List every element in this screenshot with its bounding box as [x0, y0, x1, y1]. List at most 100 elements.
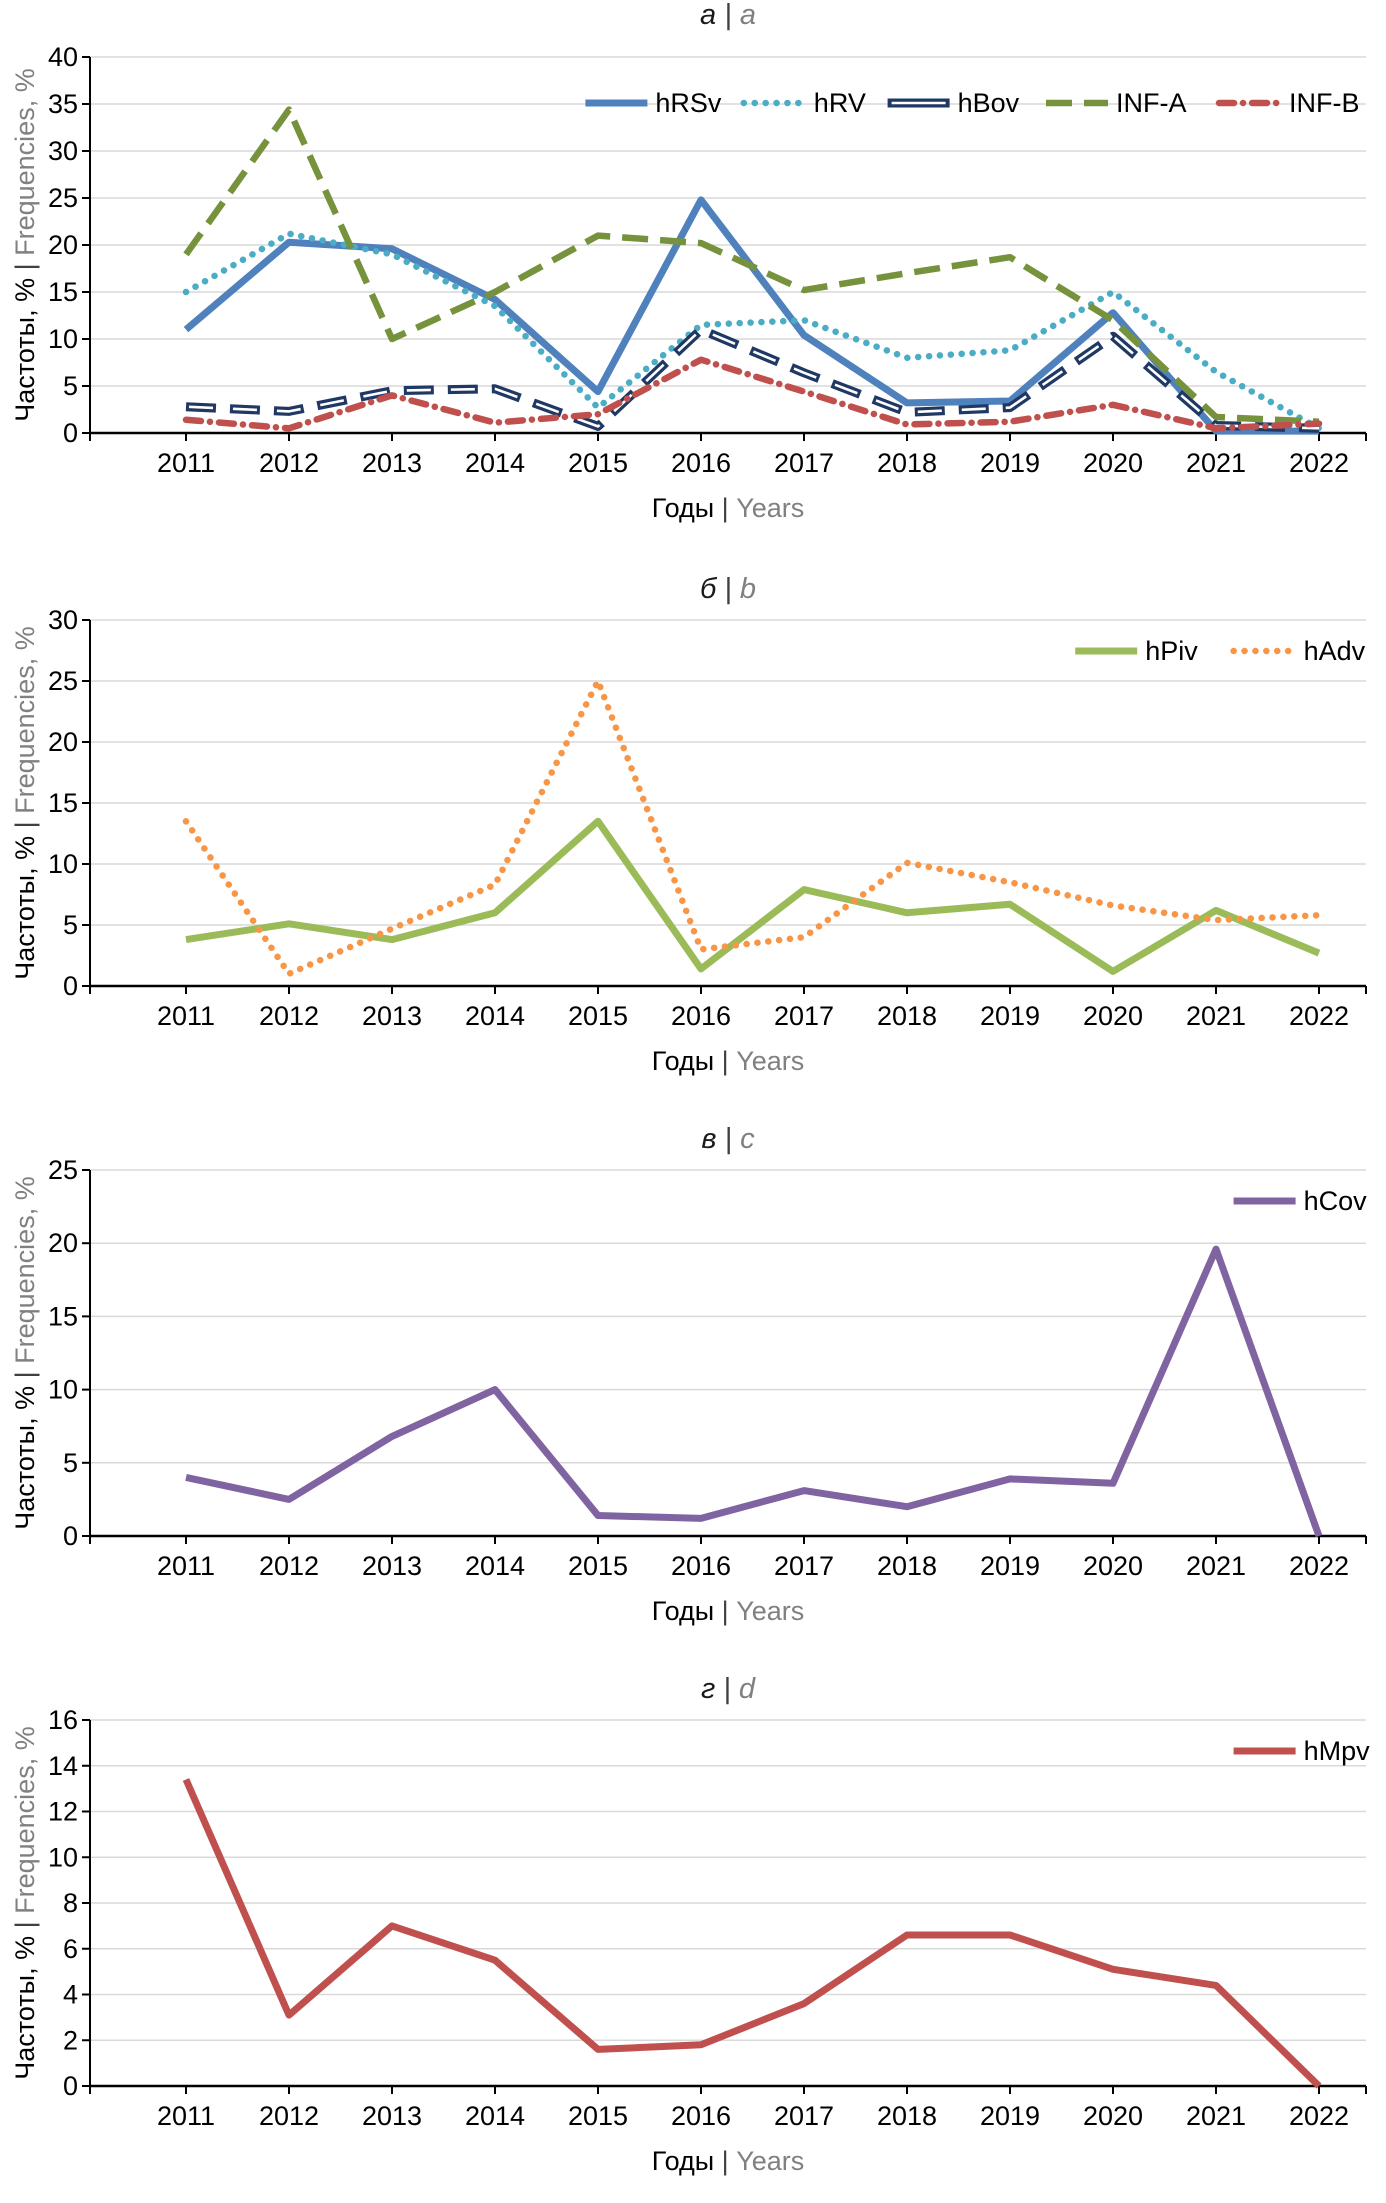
x-tick-label-2017: 2017: [774, 2101, 834, 2131]
y-axis-title: Частоты, % | Frequencies, %: [10, 1726, 40, 2079]
series-hAdv-line: [182, 677, 1323, 978]
chart-panel-b: б | b 0 5 10 15 20 25 30 2011 2012 2013 2014 2015 201…: [0, 550, 1386, 1100]
x-tick-label-2012: 2012: [259, 2101, 319, 2131]
x-tick-label-2021: 2021: [1186, 448, 1246, 478]
x-tick-label-2016: 2016: [671, 1001, 731, 1031]
y-axis-title: Частоты, % | Frequencies, %: [10, 1176, 40, 1529]
y-tick-label-4: 4: [63, 1980, 78, 2010]
x-tick-label-2016: 2016: [671, 2101, 731, 2131]
legend-label-hRV: hRV: [814, 88, 866, 118]
y-tick-label-16: 16: [48, 1705, 78, 1735]
x-tick-label-2020: 2020: [1083, 2101, 1143, 2131]
y-tick-label-0: 0: [63, 1521, 78, 1551]
x-tick-label-2013: 2013: [362, 448, 422, 478]
y-tick-label-20: 20: [48, 1228, 78, 1258]
y-tick-label-14: 14: [48, 1751, 78, 1781]
legend-label-hBov: hBov: [958, 88, 1020, 118]
legend-label-hRSv: hRSv: [655, 88, 722, 118]
x-axis-title: Годы | Years: [652, 2146, 805, 2176]
x-tick-label-2021: 2021: [1186, 1001, 1246, 1031]
chart-d-title: г | d: [701, 1673, 756, 1705]
legend-item-INF-B: INF-B: [1215, 88, 1360, 118]
x-tick-label-2017: 2017: [774, 448, 834, 478]
x-tick-label-2017: 2017: [774, 1001, 834, 1031]
y-tick-label-6: 6: [63, 1934, 78, 1964]
x-tick-label-2016: 2016: [671, 1551, 731, 1581]
legend-item-hMpv: hMpv: [1233, 1736, 1371, 1766]
series-hPiv-line: [185, 817, 1321, 975]
y-tick-label-25: 25: [48, 1155, 78, 1185]
legend-item-hCov: hCov: [1233, 1186, 1368, 1216]
y-tick-label-30: 30: [48, 136, 78, 166]
legend-item-hBov: hBov: [887, 88, 1020, 118]
x-tick-label-2014: 2014: [465, 1551, 525, 1581]
chart-c-title: в | c: [701, 1123, 755, 1155]
legend: hCov: [1233, 1186, 1368, 1216]
x-tick-label-2011: 2011: [157, 1001, 215, 1031]
y-tick-label-5: 5: [63, 1448, 78, 1478]
x-tick-label-2014: 2014: [465, 2101, 525, 2131]
y-tick-label-10: 10: [48, 324, 78, 354]
x-tick-label-2022: 2022: [1289, 2101, 1349, 2131]
chart-a-canvas: а | a 0 5 10 15 20 25 30 35 40 2011 2012 2013 2014 201…: [10, 0, 1367, 523]
legend-label-INF-A: INF-A: [1116, 88, 1187, 118]
legend-label-hAdv: hAdv: [1304, 636, 1366, 666]
x-tick-label-2018: 2018: [877, 1001, 937, 1031]
x-tick-label-2018: 2018: [877, 448, 937, 478]
y-tick-label-15: 15: [48, 1301, 78, 1331]
x-tick-label-2013: 2013: [362, 1001, 422, 1031]
y-tick-label-5: 5: [63, 910, 78, 940]
series-hRSv-line: [183, 196, 1319, 435]
legend-item-hRSv: hRSv: [585, 88, 722, 118]
x-tick-label-2011: 2011: [157, 448, 215, 478]
x-axis-title: Годы | Years: [652, 493, 805, 523]
y-tick-label-0: 0: [63, 2071, 78, 2101]
chart-b-canvas: б | b 0 5 10 15 20 25 30 2011 2012 2013 2014 2015 201…: [10, 573, 1367, 1076]
legend-item-hAdv: hAdv: [1230, 636, 1366, 666]
y-tick-label-10: 10: [48, 1842, 78, 1872]
x-tick-label-2015: 2015: [568, 2101, 628, 2131]
x-tick-label-2017: 2017: [774, 1551, 834, 1581]
y-tick-label-40: 40: [48, 42, 78, 72]
chart-b-title: б | b: [700, 573, 756, 605]
y-axis-title: Частоты, % | Frequencies, %: [10, 68, 40, 421]
x-tick-label-2020: 2020: [1083, 1001, 1143, 1031]
legend: hPiv hAdv: [1075, 636, 1366, 666]
x-tick-label-2019: 2019: [980, 448, 1040, 478]
x-tick-label-2015: 2015: [568, 1551, 628, 1581]
x-axis-title: Годы | Years: [652, 1046, 805, 1076]
x-tick-label-2012: 2012: [259, 448, 319, 478]
x-tick-label-2011: 2011: [157, 1551, 215, 1581]
series-INF-A-line: [183, 106, 1320, 425]
legend-item-INF-A: INF-A: [1046, 88, 1187, 118]
x-tick-label-2019: 2019: [980, 1001, 1040, 1031]
legend-label-hMpv: hMpv: [1304, 1736, 1371, 1766]
y-tick-label-2: 2: [63, 2025, 78, 2055]
y-tick-label-35: 35: [48, 89, 78, 119]
x-axis-title: Годы | Years: [652, 1596, 805, 1626]
x-tick-label-2021: 2021: [1186, 2101, 1246, 2131]
y-tick-label-8: 8: [63, 1888, 78, 1918]
y-tick-label-25: 25: [48, 666, 78, 696]
x-tick-label-2021: 2021: [1186, 1551, 1246, 1581]
y-tick-label-10: 10: [48, 1375, 78, 1405]
y-tick-label-20: 20: [48, 230, 78, 260]
y-tick-label-5: 5: [63, 371, 78, 401]
y-tick-label-15: 15: [48, 277, 78, 307]
y-tick-label-0: 0: [63, 971, 78, 1001]
legend-label-hCov: hCov: [1304, 1186, 1368, 1216]
legend-label-hPiv: hPiv: [1145, 636, 1198, 666]
y-tick-label-0: 0: [63, 418, 78, 448]
x-tick-label-2015: 2015: [568, 1001, 628, 1031]
x-tick-label-2011: 2011: [157, 2101, 215, 2131]
x-tick-label-2013: 2013: [362, 2101, 422, 2131]
x-tick-label-2019: 2019: [980, 2101, 1040, 2131]
chart-panel-d: г | d 0 2 4 6 8 10 12 14 16 2011 2012 2013 2014 2015 20…: [0, 1650, 1386, 2203]
y-tick-label-25: 25: [48, 183, 78, 213]
y-tick-label-10: 10: [48, 849, 78, 879]
x-tick-label-2015: 2015: [568, 448, 628, 478]
chart-a-title: а | a: [700, 0, 756, 31]
legend-label-INF-B: INF-B: [1289, 88, 1360, 118]
legend-item-hPiv: hPiv: [1075, 636, 1198, 666]
